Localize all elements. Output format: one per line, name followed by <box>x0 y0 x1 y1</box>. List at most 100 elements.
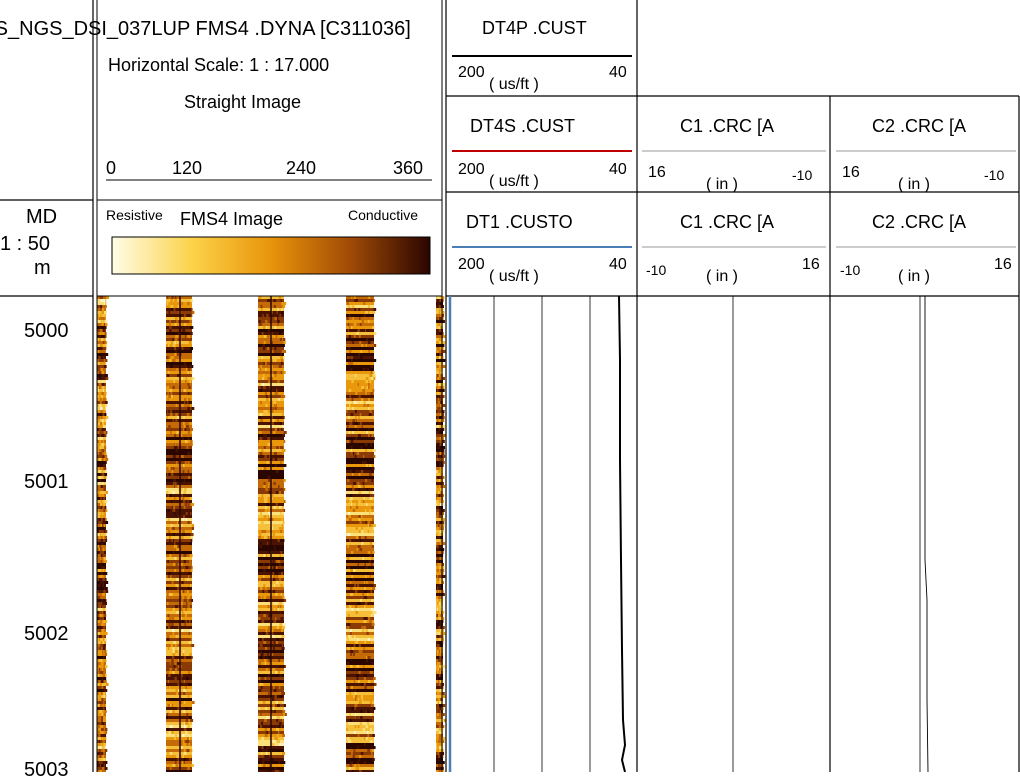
image-texel <box>100 524 103 527</box>
image-texel <box>267 674 270 677</box>
image-texel <box>354 425 357 428</box>
image-row <box>166 704 192 707</box>
image-texel <box>439 530 442 533</box>
image-texel <box>101 680 103 683</box>
image-texel <box>187 587 190 590</box>
image-texel <box>442 695 446 698</box>
image-texel <box>349 713 351 716</box>
image-texel <box>439 767 442 770</box>
image-texel <box>105 398 108 401</box>
image-texel <box>369 512 371 515</box>
image-texel <box>438 341 442 344</box>
image-texel <box>99 530 102 533</box>
image-texel <box>362 389 365 392</box>
image-texel <box>365 380 368 383</box>
image-texel <box>174 299 177 302</box>
image-texel <box>103 410 105 413</box>
image-texel <box>265 656 267 659</box>
image-texel <box>442 593 445 596</box>
image-row <box>166 446 192 449</box>
image-texel <box>177 305 180 308</box>
image-texel <box>104 314 106 317</box>
image-row <box>346 734 374 737</box>
image-texel <box>261 467 263 470</box>
image-texel <box>279 665 281 668</box>
image-row <box>166 590 192 593</box>
image-texel <box>370 704 373 707</box>
image-texel <box>258 662 262 665</box>
image-texel <box>350 653 353 656</box>
image-row <box>346 731 374 734</box>
image-texel <box>437 416 440 419</box>
image-texel <box>265 320 268 323</box>
image-texel <box>437 422 440 425</box>
image-row <box>436 530 443 533</box>
image-texel <box>171 617 175 620</box>
image-texel <box>442 500 444 503</box>
image-texel <box>98 491 101 494</box>
image-row <box>166 506 192 509</box>
image-texel <box>442 305 444 308</box>
image-texel <box>166 386 170 389</box>
image-texel <box>436 584 440 587</box>
image-texel <box>101 314 105 317</box>
image-texel <box>436 461 440 464</box>
image-texel <box>180 458 183 461</box>
image-texel <box>105 320 108 323</box>
image-texel <box>174 482 176 485</box>
image-texel <box>438 674 441 677</box>
image-row <box>166 482 192 485</box>
image-texel <box>275 701 278 704</box>
image-texel <box>173 641 176 644</box>
image-texel <box>367 731 369 734</box>
image-texel <box>173 485 176 488</box>
image-texel <box>439 389 441 392</box>
image-texel <box>175 461 178 464</box>
image-texel <box>280 605 282 608</box>
image-texel <box>353 653 356 656</box>
image-texel <box>354 422 358 425</box>
image-texel <box>439 746 441 749</box>
image-row <box>346 554 374 557</box>
image-row <box>166 302 192 305</box>
image-texel <box>273 707 275 710</box>
image-texel <box>278 740 280 743</box>
image-row <box>346 740 374 743</box>
image-row <box>346 488 374 491</box>
image-texel <box>442 617 445 620</box>
image-texel <box>368 434 370 437</box>
image-texel <box>369 464 372 467</box>
image-texel <box>170 752 172 755</box>
image-row <box>346 635 374 638</box>
image-texel <box>282 356 285 359</box>
image-texel <box>169 494 172 497</box>
image-texel <box>440 422 442 425</box>
image-texel <box>267 509 271 512</box>
image-texel <box>171 356 175 359</box>
image-row <box>346 464 374 467</box>
image-row <box>436 419 443 422</box>
image-texel <box>105 689 108 692</box>
image-texel <box>178 464 180 467</box>
image-texel <box>190 512 192 515</box>
image-texel <box>365 659 368 662</box>
image-texel <box>260 686 263 689</box>
image-texel <box>358 764 360 767</box>
image-texel <box>268 512 271 515</box>
image-row <box>346 725 374 728</box>
image-texel <box>174 662 177 665</box>
image-texel <box>103 749 105 752</box>
image-texel <box>357 563 359 566</box>
image-texel <box>437 503 440 506</box>
image-texel <box>99 710 103 713</box>
image-texel <box>277 770 280 772</box>
image-texel <box>102 740 104 743</box>
image-texel <box>105 413 107 416</box>
image-texel <box>97 356 99 359</box>
image-texel <box>98 386 101 389</box>
image-texel <box>264 746 266 749</box>
image-texel <box>177 707 181 710</box>
image-row <box>346 551 374 554</box>
image-texel <box>259 764 262 767</box>
image-texel <box>184 428 187 431</box>
